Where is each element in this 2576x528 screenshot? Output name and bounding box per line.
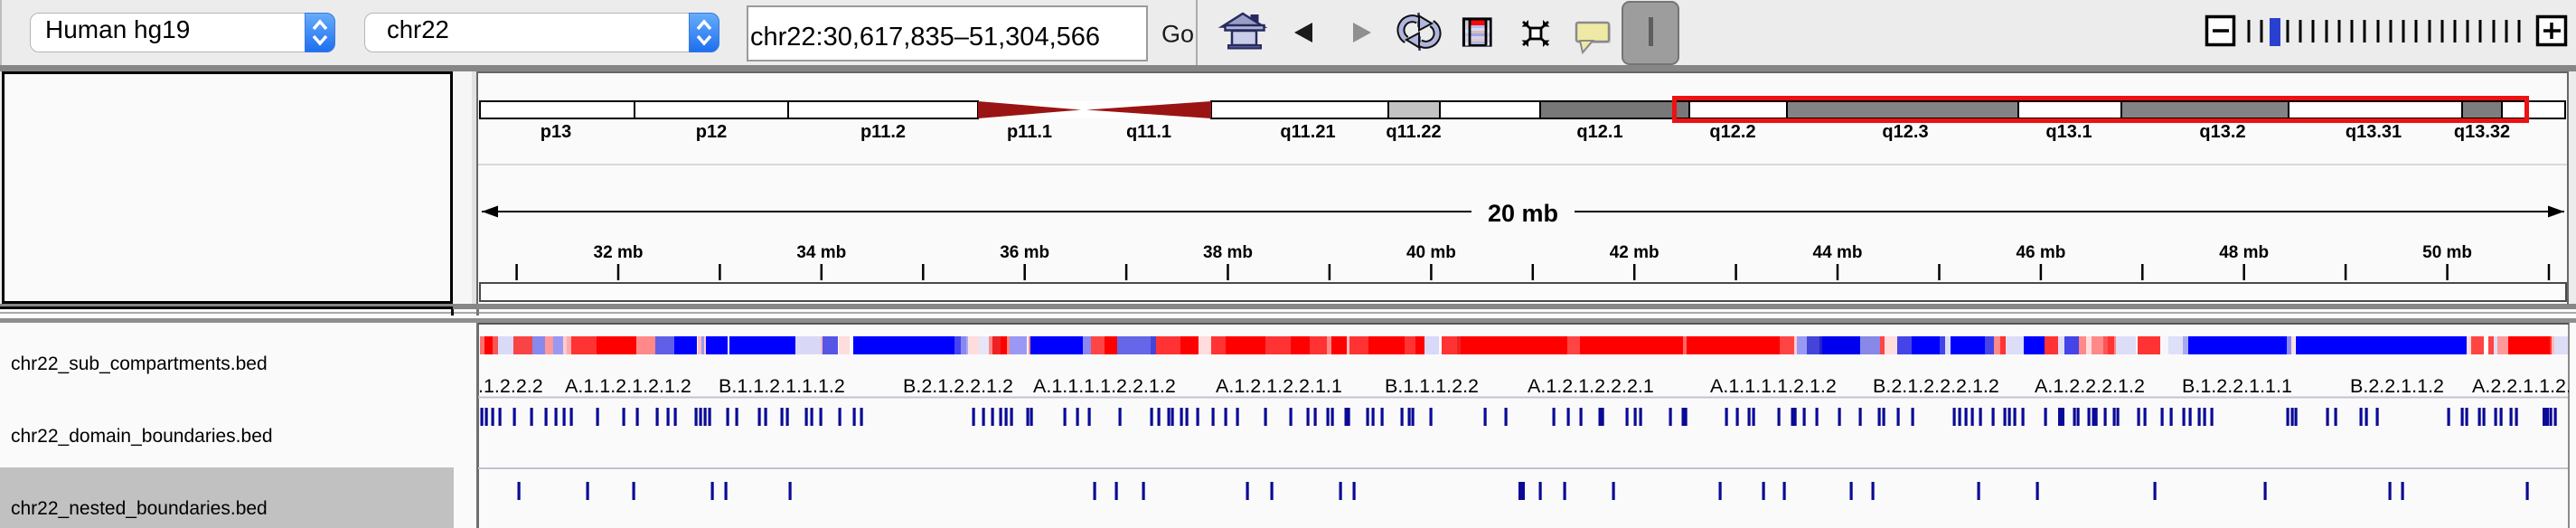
svg-text:q11.21: q11.21 bbox=[1280, 122, 1335, 142]
svg-text:q12.1: q12.1 bbox=[1576, 122, 1622, 142]
svg-text:34 mb: 34 mb bbox=[796, 243, 846, 262]
svg-text:q12.2: q12.2 bbox=[1709, 122, 1755, 142]
svg-text:38 mb: 38 mb bbox=[1203, 243, 1253, 262]
svg-text:B.1.2.2.1.1.1: B.1.2.2.1.1.1 bbox=[2182, 375, 2292, 397]
svg-text:48 mb: 48 mb bbox=[2219, 243, 2269, 262]
svg-text:A.1.1.2.1.2.1.2: A.1.1.2.1.2.1.2 bbox=[565, 375, 691, 397]
svg-text:p11.2: p11.2 bbox=[860, 122, 906, 142]
svg-text:.1.2.2.2: .1.2.2.2 bbox=[478, 375, 543, 397]
svg-text:A.2.2.1.1.2.1.2: A.2.2.1.1.2.1.2 bbox=[2472, 375, 2569, 397]
svg-text:q13.31: q13.31 bbox=[2346, 122, 2402, 142]
svg-text:36 mb: 36 mb bbox=[1000, 243, 1049, 262]
svg-text:40 mb: 40 mb bbox=[1406, 243, 1456, 262]
svg-text:B.1.1.2.1.1.1.2: B.1.1.2.1.1.1.2 bbox=[719, 375, 845, 397]
svg-text:q13.32: q13.32 bbox=[2454, 122, 2510, 142]
svg-text:q11.1: q11.1 bbox=[1126, 122, 1171, 142]
svg-text:42 mb: 42 mb bbox=[1610, 243, 1659, 262]
svg-text:q13.2: q13.2 bbox=[2199, 122, 2245, 142]
svg-text:B.2.1.2.2.1.2: B.2.1.2.2.1.2 bbox=[903, 375, 1013, 397]
svg-text:q11.22: q11.22 bbox=[1386, 122, 1441, 142]
svg-text:B.2.1.2.2.2.1.2: B.2.1.2.2.2.1.2 bbox=[1873, 375, 1999, 397]
svg-text:A.1.2.1.2.2.1.1: A.1.2.1.2.2.1.1 bbox=[1216, 375, 1342, 397]
svg-text:B.2.2.1.1.2: B.2.2.1.1.2 bbox=[2350, 375, 2444, 397]
svg-text:chr22: chr22 bbox=[387, 15, 449, 43]
svg-text:32 mb: 32 mb bbox=[594, 243, 644, 262]
svg-text:A.1.1.1.1.2.1.2: A.1.1.1.1.2.1.2 bbox=[1710, 375, 1837, 397]
svg-text:chr22_sub_compartments.bed: chr22_sub_compartments.bed bbox=[11, 354, 268, 374]
svg-text:p13: p13 bbox=[541, 122, 571, 142]
svg-text:q12.3: q12.3 bbox=[1882, 122, 1928, 142]
svg-text:44 mb: 44 mb bbox=[1813, 243, 1863, 262]
svg-text:p11.1: p11.1 bbox=[1007, 122, 1052, 142]
svg-text:B.1.1.1.2.2: B.1.1.1.2.2 bbox=[1385, 375, 1479, 397]
svg-text:A.1.2.2.2.1.2: A.1.2.2.2.1.2 bbox=[2035, 375, 2145, 397]
svg-text:Go: Go bbox=[1161, 21, 1194, 48]
svg-text:Human hg19: Human hg19 bbox=[45, 15, 190, 43]
svg-text:p12: p12 bbox=[696, 122, 727, 142]
svg-text:chr22_domain_boundaries.bed: chr22_domain_boundaries.bed bbox=[11, 426, 273, 447]
svg-text:50 mb: 50 mb bbox=[2422, 243, 2472, 262]
svg-text:q13.1: q13.1 bbox=[2045, 122, 2092, 142]
svg-text:A.1.1.1.1.2.2.1.2: A.1.1.1.1.2.2.1.2 bbox=[1033, 375, 1176, 397]
svg-text:20 mb: 20 mb bbox=[1488, 200, 1558, 227]
svg-text:46 mb: 46 mb bbox=[2016, 243, 2065, 262]
svg-text:A.1.2.1.2.2.2.1: A.1.2.1.2.2.2.1 bbox=[1528, 375, 1654, 397]
svg-text:chr22_nested_boundaries.bed: chr22_nested_boundaries.bed bbox=[11, 498, 268, 519]
svg-text:chr22:30,617,835–51,304,566: chr22:30,617,835–51,304,566 bbox=[750, 23, 1100, 52]
